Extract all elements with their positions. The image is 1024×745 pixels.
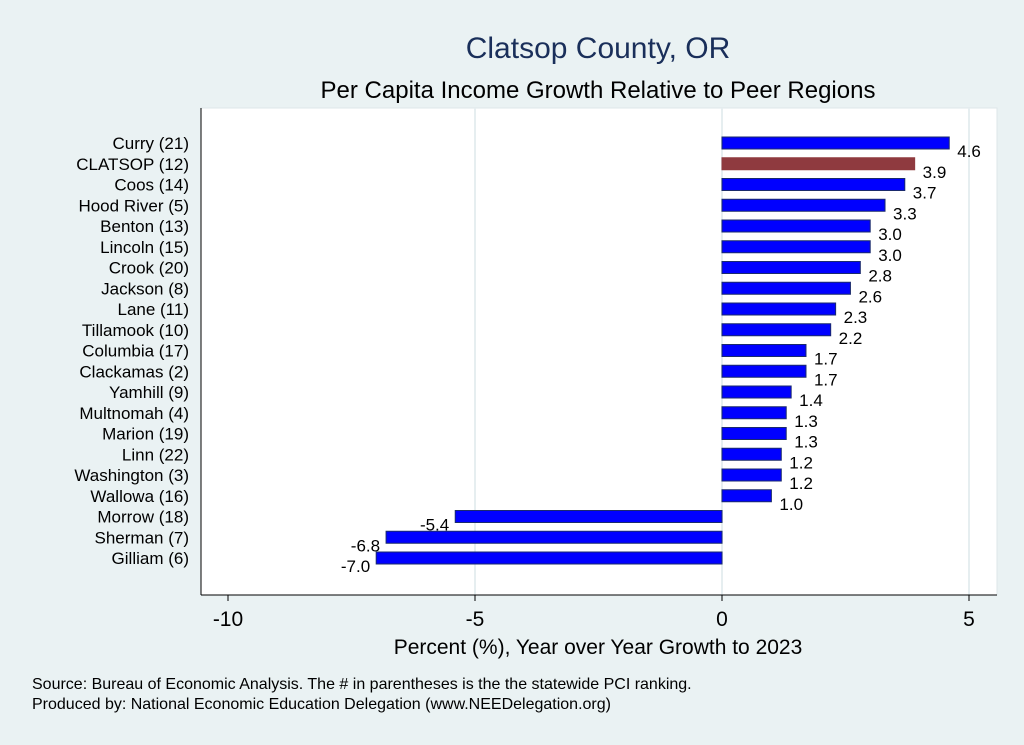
x-axis-label: Percent (%), Year over Year Growth to 20… (394, 636, 803, 659)
bar (721, 427, 787, 440)
bar (721, 406, 787, 420)
produced-by-note: Produced by: National Economic Education… (32, 696, 611, 713)
category-label: Wallowa (16) (90, 487, 189, 506)
category-label: Lane (11) (117, 300, 189, 319)
value-label: -5.4 (420, 516, 449, 535)
value-label: 1.3 (794, 433, 818, 452)
category-label: CLATSOP (12) (76, 155, 189, 174)
source-note: Source: Bureau of Economic Analysis. The… (32, 676, 692, 693)
bar (721, 385, 792, 399)
category-label: Columbia (17) (82, 342, 189, 361)
bar (721, 468, 782, 482)
category-label: Hood River (5) (78, 196, 189, 215)
bar (721, 136, 950, 150)
bar (721, 281, 851, 295)
category-label: Sherman (7) (95, 528, 189, 547)
category-label: Benton (13) (100, 217, 189, 236)
value-label: 2.3 (844, 308, 868, 327)
category-label: Coos (14) (114, 176, 189, 195)
value-label: 1.7 (814, 350, 838, 369)
bar (721, 157, 916, 171)
category-label: Crook (20) (109, 259, 189, 278)
value-label: 2.6 (858, 287, 882, 306)
bar (385, 530, 723, 544)
x-tick-label: -5 (466, 608, 485, 631)
bar (721, 344, 807, 357)
category-label: Morrow (18) (97, 508, 189, 527)
value-label: 3.9 (923, 163, 947, 182)
value-label: 2.2 (839, 329, 863, 348)
category-label: Clackamas (2) (79, 362, 189, 381)
bar (721, 302, 837, 316)
value-label: 3.0 (878, 225, 902, 244)
bar (721, 240, 871, 254)
category-label: Washington (3) (74, 466, 189, 485)
category-label: Gilliam (6) (112, 549, 189, 568)
value-label: 1.2 (789, 453, 813, 472)
value-label: 3.0 (878, 246, 902, 265)
value-label: 1.2 (789, 474, 813, 493)
bar (721, 489, 772, 503)
bar (721, 261, 861, 274)
bar (721, 323, 832, 337)
value-label: 1.7 (814, 370, 838, 389)
value-label: 1.4 (799, 391, 823, 410)
value-label: 3.3 (893, 204, 917, 223)
category-label: Tillamook (10) (82, 321, 189, 340)
bar (721, 364, 807, 378)
bar (721, 447, 782, 461)
category-label: Linn (22) (122, 445, 189, 464)
category-label: Lincoln (15) (100, 238, 189, 257)
category-label: Multnomah (4) (79, 404, 189, 423)
bar (375, 551, 723, 565)
bar (454, 510, 723, 523)
value-label: -6.8 (351, 536, 380, 555)
bar (721, 178, 906, 191)
category-label: Yamhill (9) (109, 383, 189, 402)
bar (721, 219, 871, 233)
chart-title: Clatsop County, OR (466, 32, 731, 65)
category-label: Marion (19) (102, 425, 189, 444)
value-label: 2.8 (868, 267, 892, 286)
x-tick-label: 0 (716, 608, 728, 631)
category-label: Jackson (8) (101, 279, 189, 298)
value-label: 1.3 (794, 412, 818, 431)
chart-subtitle: Per Capita Income Growth Relative to Pee… (321, 77, 876, 104)
bar (721, 198, 886, 212)
value-label: -7.0 (341, 557, 370, 576)
value-label: 4.6 (957, 142, 981, 161)
category-label: Curry (21) (112, 134, 189, 153)
x-tick-label: 5 (963, 608, 975, 631)
value-label: 1.0 (779, 495, 803, 514)
x-tick-label: -10 (213, 608, 243, 631)
value-label: 3.7 (913, 184, 937, 203)
